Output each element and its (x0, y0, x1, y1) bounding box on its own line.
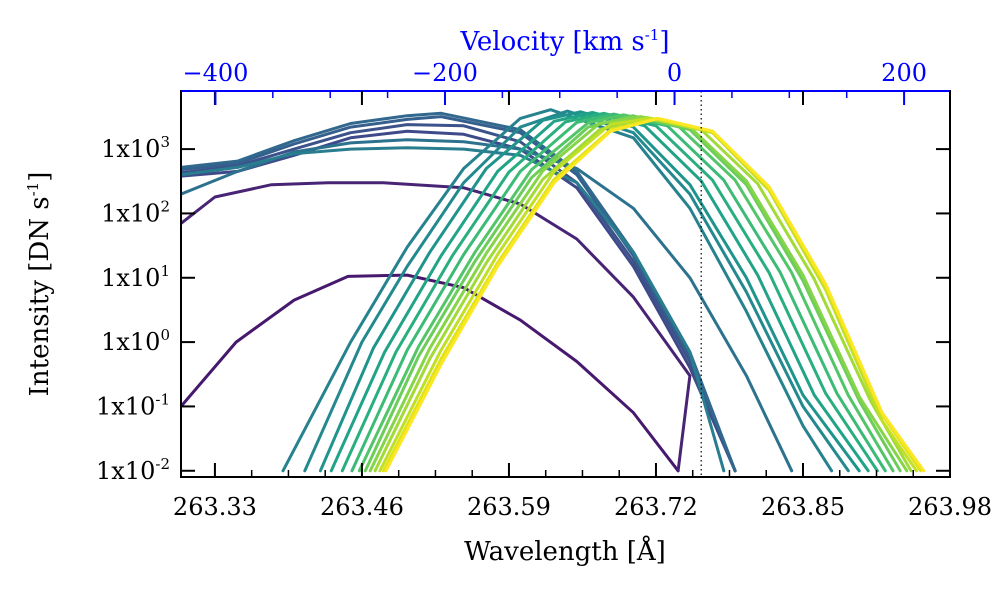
top-velocity-tick-label: −200 (412, 59, 478, 87)
y-tick-label: 1x101 (101, 262, 170, 292)
x-axis-ticks: 263.33 263.46 263.59 263.72 263.85 263.98 (173, 91, 992, 521)
top-velocity-tick-label: 0 (667, 59, 682, 87)
top-velocity-tick-label: −400 (182, 59, 248, 87)
series-line-16 (363, 114, 902, 473)
top-axis-label: Velocity [km s-1] (460, 26, 670, 57)
y-axis-ticks: 1x10-2 1x10-1 1x100 1x101 1x102 1x103 (96, 133, 950, 485)
series-line-1 (181, 273, 680, 473)
series-line-12 (329, 111, 870, 473)
x-tick-label: 263.59 (467, 493, 551, 521)
series-line-17 (368, 115, 909, 473)
series-line-4 (181, 123, 737, 473)
series-line-2 (181, 181, 692, 473)
x-tick-label: 263.46 (320, 493, 404, 521)
x-tick-label: 263.98 (908, 493, 992, 521)
series-line-21 (384, 116, 926, 473)
series-line-11 (318, 110, 861, 473)
series-line-13 (340, 111, 879, 473)
series-line-15 (357, 113, 895, 473)
y-tick-label: 1x102 (101, 197, 170, 227)
series-line-3 (181, 129, 737, 473)
series-line-14 (350, 112, 887, 473)
x-tick-label: 263.85 (761, 493, 845, 521)
series-line-18 (373, 116, 913, 473)
series-layer (181, 108, 926, 473)
series-line-10 (303, 109, 850, 473)
y-tick-label: 1x103 (101, 133, 170, 163)
y-tick-label: 1x10-2 (96, 455, 170, 485)
y-tick-label: 1x100 (101, 326, 170, 356)
x-axis-label: Wavelength [Å] (464, 535, 666, 567)
y-tick-label: 1x10-1 (96, 390, 170, 420)
series-line-9 (281, 108, 834, 473)
top-velocity-tick-label: 200 (881, 59, 927, 87)
series-line-8 (181, 146, 726, 473)
series-line-5 (181, 115, 737, 473)
y-axis-label: Intensity [DN s-1] (24, 172, 55, 397)
x-tick-label: 263.72 (614, 493, 698, 521)
x-tick-label: 263.33 (173, 493, 257, 521)
top-velocity-axis-ticks: −400 −200 0 200 (182, 59, 927, 105)
